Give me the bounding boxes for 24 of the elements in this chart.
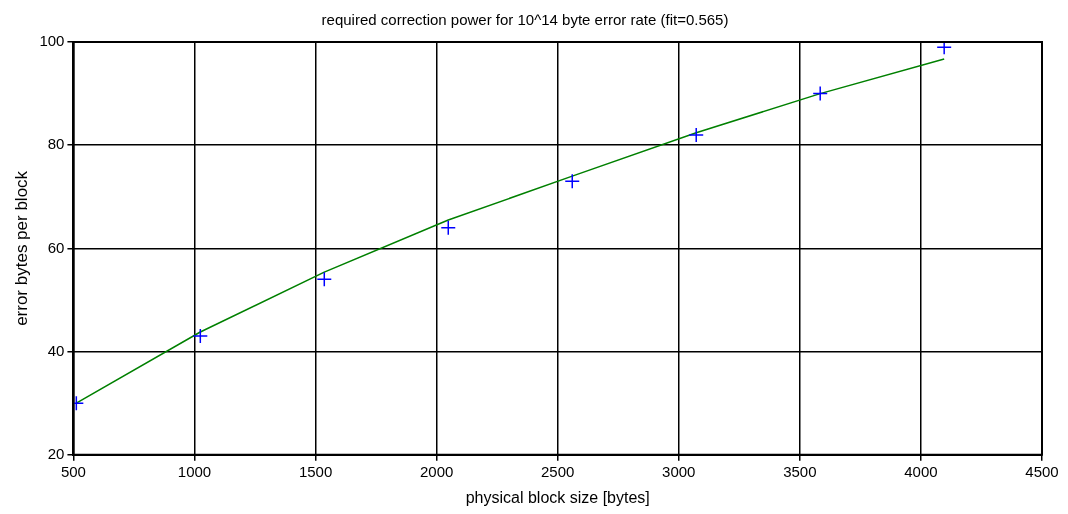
y-tick-label: 100 — [39, 32, 65, 50]
y-tick-label: 60 — [47, 238, 65, 256]
point — [564, 173, 580, 190]
x-tick-label: 4000 — [904, 462, 938, 480]
y-tick-label: 20 — [47, 444, 65, 462]
point — [192, 328, 209, 344]
point — [688, 127, 704, 143]
point — [936, 42, 952, 55]
x-tick-label: 1000 — [177, 462, 212, 480]
y-tick-label: 80 — [47, 135, 65, 153]
y-tick-label: 40 — [47, 341, 65, 359]
chart-title: required correction power for 10^14 byte error rate (fit=0.565) — [321, 11, 729, 29]
x-tick-label: 3000 — [662, 462, 696, 480]
x-axis-title: physical block size [bytes] — [465, 488, 650, 506]
x-tick-label: 1500 — [298, 462, 333, 480]
x-tick-label: 4500 — [1025, 462, 1059, 480]
x-tick-label: 2000 — [419, 462, 454, 480]
x-tick-label: 500 — [60, 462, 86, 480]
point — [440, 220, 457, 236]
x-tick-label: 3500 — [783, 462, 817, 480]
point — [316, 271, 333, 288]
y-axis-title: error bytes per block — [11, 170, 31, 326]
point — [812, 85, 828, 102]
x-tick-label: 2500 — [541, 462, 575, 480]
